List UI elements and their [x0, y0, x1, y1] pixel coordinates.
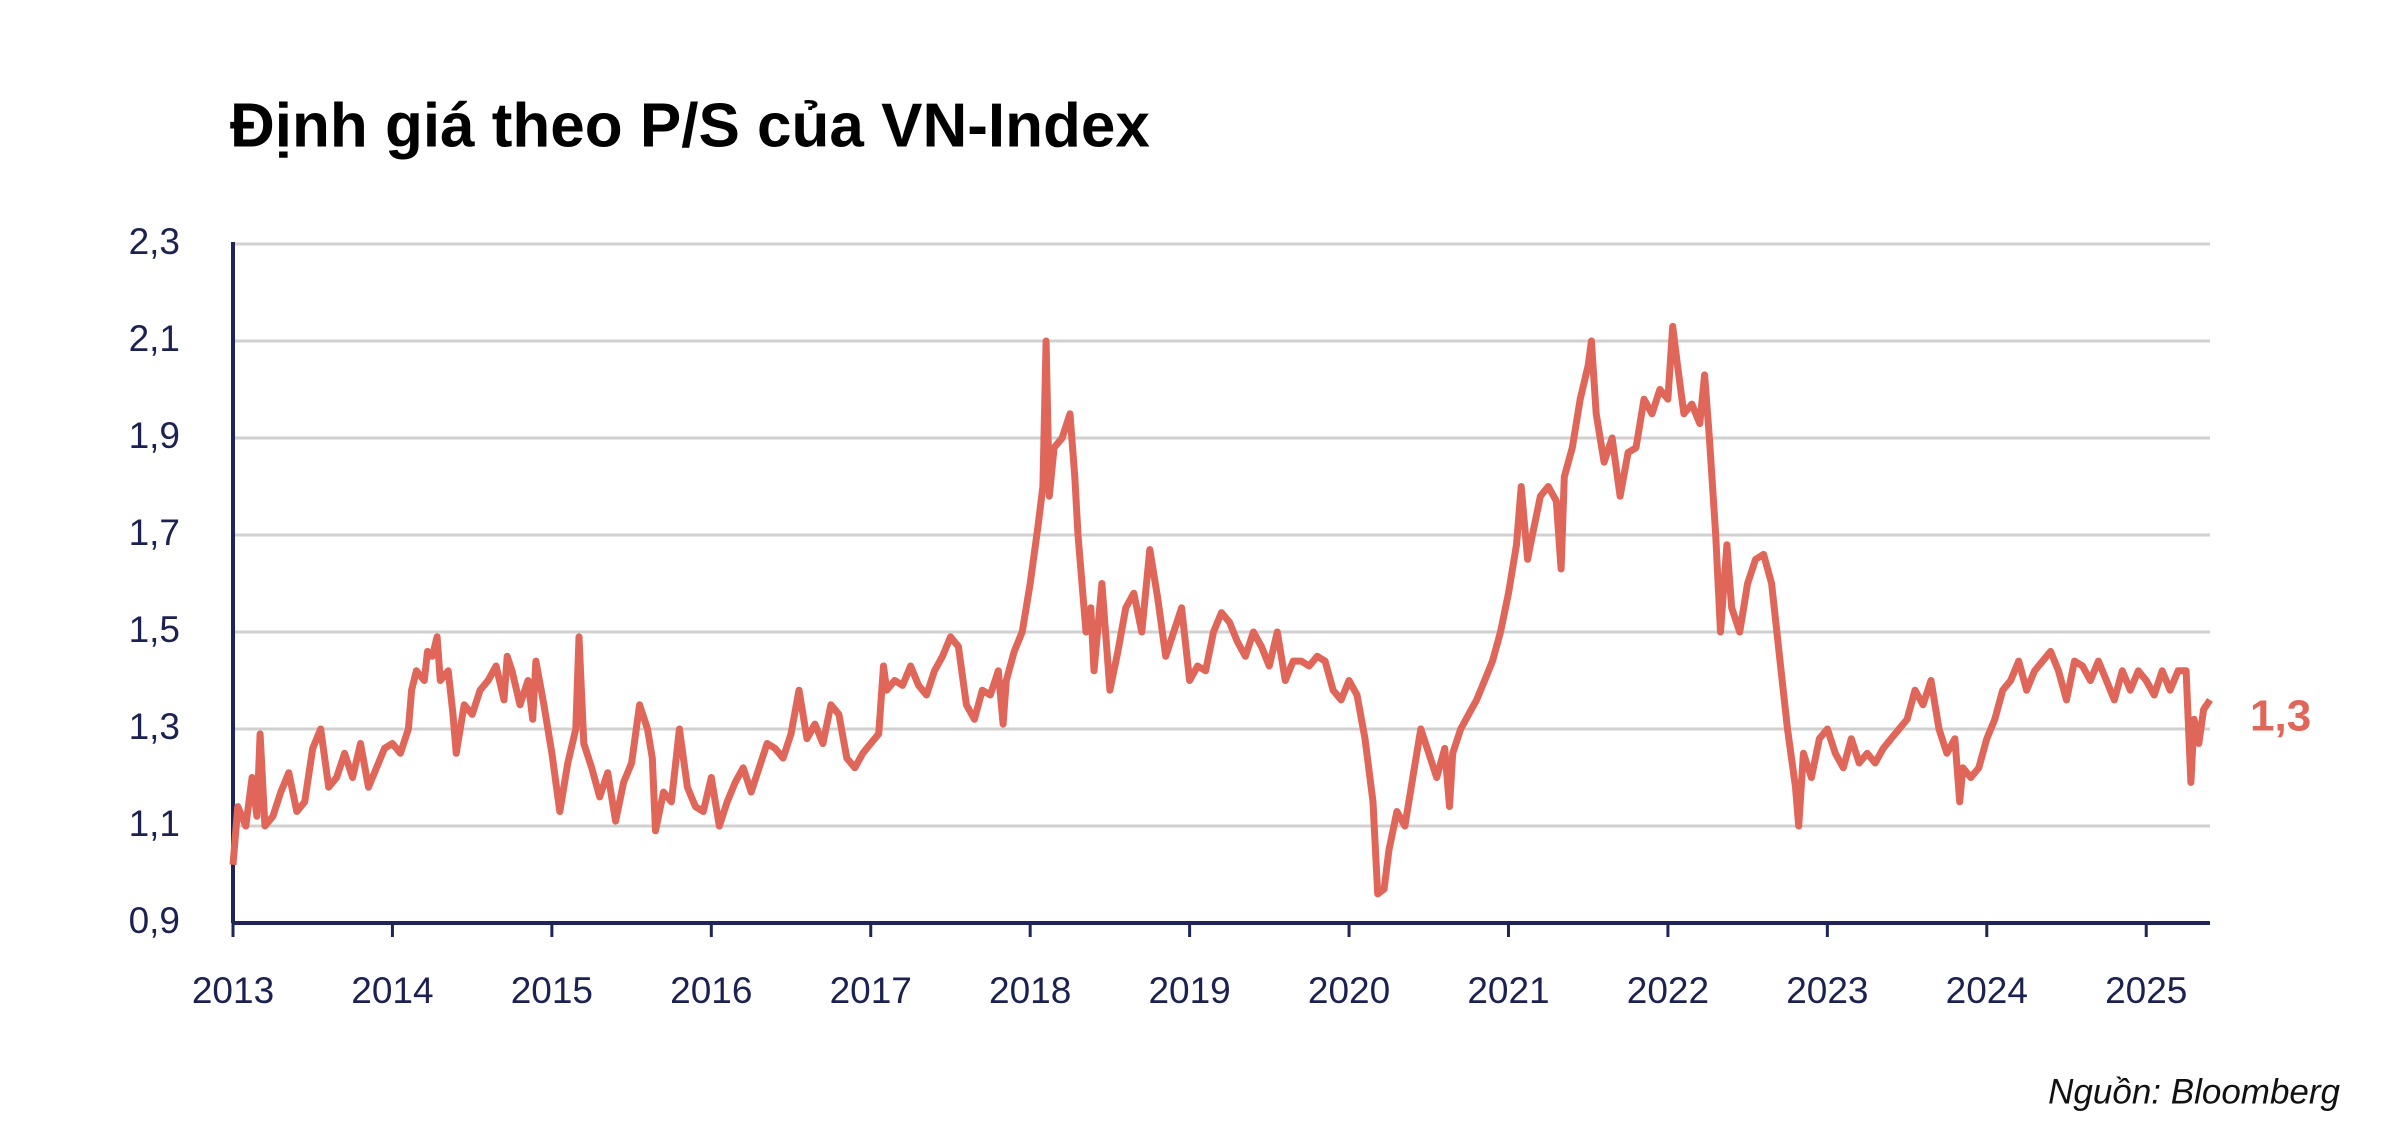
x-tick-label: 2021: [1467, 970, 1549, 1011]
y-tick-label: 1,5: [129, 609, 180, 650]
x-tick-label: 2025: [2105, 970, 2187, 1011]
chart-title: Định giá theo P/S của VN-Index: [230, 91, 1150, 160]
source: Nguồn: Bloomberg: [2048, 1072, 2340, 1111]
y-tick-label: 1,1: [129, 803, 180, 844]
x-tick-label: 2019: [1148, 970, 1230, 1011]
x-tick-label: 2022: [1627, 970, 1709, 1011]
annotation: 1,3: [2250, 692, 2311, 741]
x-tick-label: 2017: [830, 970, 912, 1011]
y-tick-label: 1,3: [129, 706, 180, 747]
y-tick-label: 1,9: [129, 415, 180, 456]
x-tick-label: 2016: [670, 970, 752, 1011]
y-tick-label: 2,3: [129, 221, 180, 262]
line: [229, 322, 2213, 898]
x-tick-label: 2023: [1786, 970, 1868, 1011]
y-tick-label: 0,9: [129, 900, 180, 941]
x-tick-label: 2014: [351, 970, 433, 1011]
x-tick-label: 2024: [1946, 970, 2028, 1011]
y-tick-label: 1,7: [129, 512, 180, 553]
y-tick-label: 2,1: [129, 318, 180, 359]
x-tick-label: 2015: [511, 970, 593, 1011]
x-tick-label: 2020: [1308, 970, 1390, 1011]
x-tick-label: 2018: [989, 970, 1071, 1011]
x-tick-label: 2013: [192, 970, 274, 1011]
